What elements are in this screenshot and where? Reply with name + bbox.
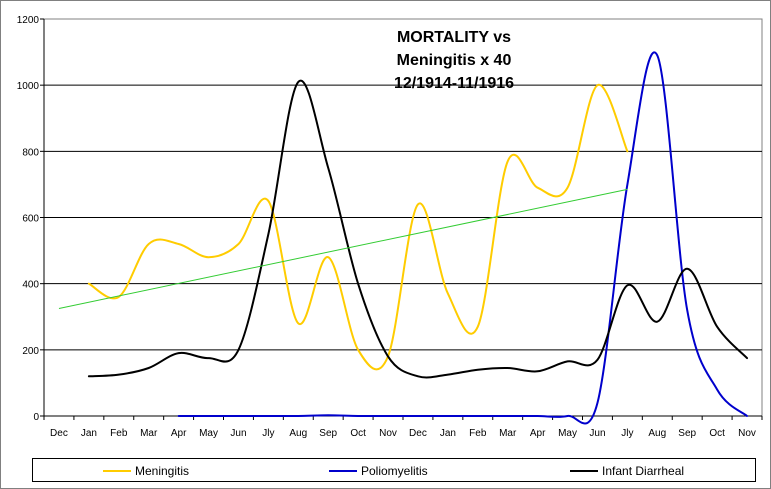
legend-item-poliomyelitis: Poliomyelitis bbox=[329, 463, 428, 479]
x-tick-label: Nov bbox=[379, 428, 397, 439]
y-tick-label: 1200 bbox=[17, 15, 40, 26]
x-tick-label: Apr bbox=[171, 428, 187, 439]
x-axis: Dec Jan Feb Mar Apr May Jun Jly Aug Sep Oct Nov Dec J… bbox=[43, 415, 763, 439]
x-tick-label: Aug bbox=[648, 428, 666, 439]
y-axis: 0 200 400 600 800 1000 1200 bbox=[17, 15, 45, 423]
legend-swatch-poliomyelitis bbox=[329, 470, 357, 472]
legend-label-poliomyelitis: Poliomyelitis bbox=[361, 464, 428, 478]
legend-swatch-meningitis bbox=[103, 470, 131, 472]
chart-title-line-2: Meningitis x 40 bbox=[397, 52, 512, 69]
series-line-poliomyelitis bbox=[177, 51, 748, 425]
x-tick-label: Dec bbox=[409, 428, 427, 439]
x-tick-label: Oct bbox=[350, 428, 366, 439]
x-tick-label: Jly bbox=[621, 428, 633, 439]
x-tick-label: Sep bbox=[678, 428, 696, 439]
y-tick-label: 800 bbox=[22, 147, 39, 158]
legend-label-meningitis: Meningitis bbox=[135, 464, 190, 478]
x-tick-label: May bbox=[199, 428, 218, 439]
x-tick-label: Jan bbox=[81, 428, 97, 439]
series-layer bbox=[58, 51, 748, 425]
x-tick-label: Jan bbox=[440, 428, 456, 439]
x-tick-label: Jly bbox=[262, 428, 274, 439]
x-tick-label: Sep bbox=[319, 428, 337, 439]
y-tick-label: 600 bbox=[22, 214, 39, 225]
legend: Meningitis Poliomyelitis Infant Diarrhea… bbox=[32, 458, 756, 482]
legend-item-meningitis: Meningitis bbox=[103, 463, 189, 479]
legend-label-infant-diarrheal: Infant Diarrheal bbox=[602, 464, 685, 478]
x-tick-label: Feb bbox=[469, 428, 487, 439]
legend-swatch-infant-diarrheal bbox=[570, 470, 598, 472]
x-tick-label: Jun bbox=[589, 428, 605, 439]
y-tick-label: 1000 bbox=[17, 81, 40, 92]
y-tick-label: 200 bbox=[22, 346, 39, 357]
chart-title-line-1: MORTALITY vs bbox=[397, 29, 511, 46]
chart-title: MORTALITY vs Meningitis x 40 12/1914-11/… bbox=[394, 29, 514, 92]
x-tick-label: May bbox=[558, 428, 577, 439]
x-tick-label: Mar bbox=[140, 428, 158, 439]
x-tick-label: Oct bbox=[709, 428, 725, 439]
legend-item-infant-diarrheal: Infant Diarrheal bbox=[570, 463, 684, 479]
series-line-infant-diarrheal bbox=[87, 79, 748, 379]
x-tick-label: Mar bbox=[499, 428, 517, 439]
x-tick-label: Dec bbox=[50, 428, 68, 439]
x-tick-label: Nov bbox=[738, 428, 756, 439]
x-tick-label: Feb bbox=[110, 428, 128, 439]
x-tick-label: Jun bbox=[230, 428, 246, 439]
x-tick-label: Apr bbox=[530, 428, 546, 439]
y-tick-label: 400 bbox=[22, 280, 39, 291]
chart-title-line-3: 12/1914-11/1916 bbox=[394, 75, 514, 92]
x-tick-label: Aug bbox=[289, 428, 307, 439]
series-line-trend bbox=[58, 188, 628, 309]
series-line-meningitis bbox=[87, 84, 629, 371]
y-tick-label: 0 bbox=[33, 412, 39, 423]
